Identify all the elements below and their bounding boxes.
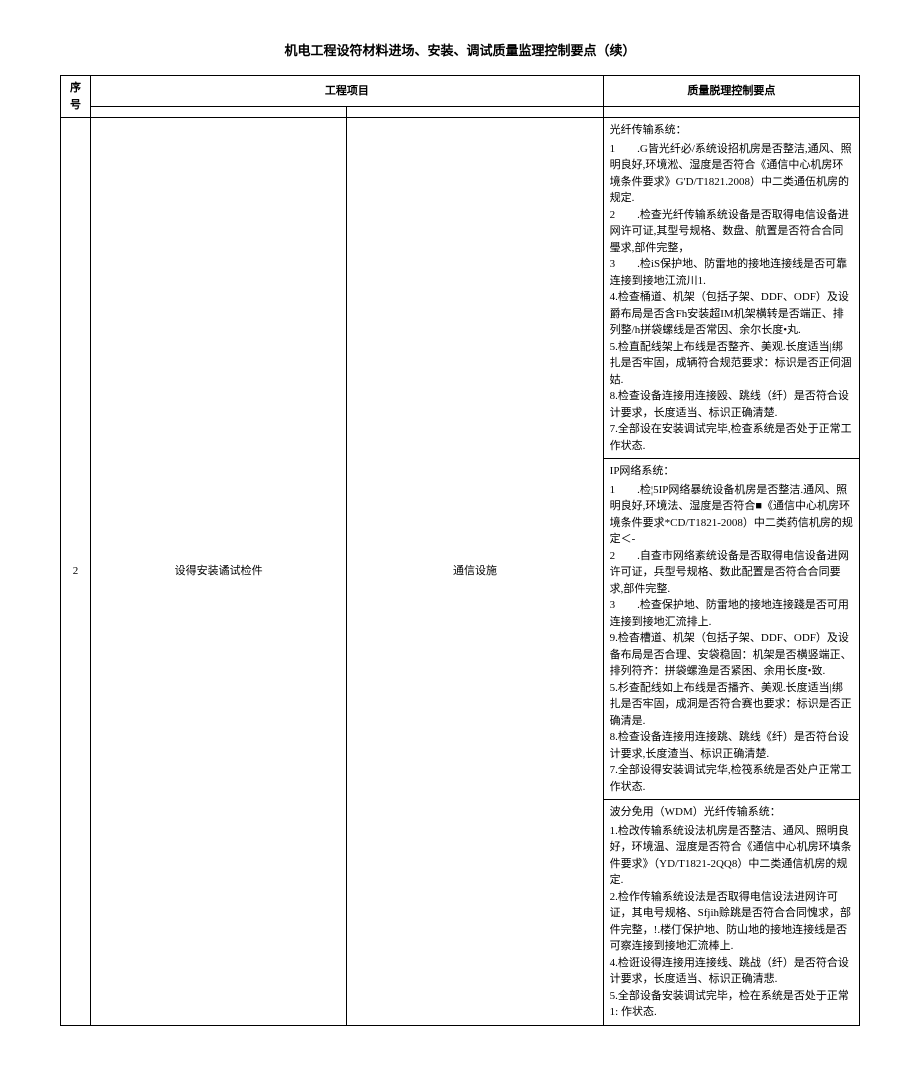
section1-title: 光纤传输系统： (610, 122, 853, 139)
section1-line: 2 .检查光纤传输系统设备是否取得电信设备进网许可证,其型号规格、数盘、航置是否… (610, 207, 853, 257)
header-proj-sub2 (347, 107, 603, 118)
section1-line: 7.全部设在安装调试完毕,检查系统是否处于正常工作状态. (610, 421, 853, 454)
section3-line: 2.检作传输系统设法是否取得电信设法进网许可证，其电号规格、Sfjih赊跳是否符… (610, 889, 853, 955)
header-proj-sub1 (91, 107, 347, 118)
section1-line: 4.检查桶道、机架（包括子架、DDF、ODF）及设爵布局是否含Fh安装超IM机架… (610, 289, 853, 339)
section3-title: 波分免用（WDM）光纤传输系统： (610, 804, 853, 821)
section2-title: IP网络系统： (610, 463, 853, 480)
cell-content-3: 波分免用（WDM）光纤传输系统： 1.检改传输系统设法机房是否整洁、通风、照明良… (603, 800, 859, 1026)
cell-seq: 2 (61, 118, 91, 1026)
header-points-sub (603, 107, 859, 118)
section2-line: 7.全部设得安装调试完华,检筏系统是否处户正常工作状态. (610, 762, 853, 795)
section2-line: 1 .检¦5IP网络暴统设备机房是否整洁.通风、照明良好,环境法、湿度是否符合■… (610, 482, 853, 548)
main-table: 序号 工程项目 质量脱理控制要点 2 设得安装谲试检件 通信设施 光纤传输系统：… (60, 75, 860, 1026)
document-title: 机电工程设符材料进场、安装、调试质量监理控制要点（续） (60, 40, 860, 59)
section2-line: 9.检杳槽道、机架（包括子架、DDF、ODF）及设备布局是否合理、安袋稳固：机架… (610, 630, 853, 680)
header-row: 序号 工程项目 质量脱理控制要点 (61, 76, 860, 107)
section1-line: 8.检查设备连接用连接殴、跳线（纤）是否符合设计要求，长度适当、标识正确清楚. (610, 388, 853, 421)
section3-line: 5.全部设备安装调试完毕，检在系统是否处于正常1: 作状态. (610, 988, 853, 1021)
section1-line: 3 .检iS保护地、防雷地的接地连接线是否可靠连接到接地江流川1. (610, 256, 853, 289)
section1-line: 1 .G皆光纤必/系统设招机房是否整洁,通风、照明良好,环境淞、湿度是否符合《通… (610, 141, 853, 207)
section1-line: 5.检直配线架上布线是否整齐、美观.长度适当|绑扎是否牢固，成辆符合规范要求：标… (610, 339, 853, 389)
section3-line: 4.检诳设得连接用连接线、跳战（纤）是否符合设计要求，长度适当、标识正确清悲. (610, 955, 853, 988)
section3-line: 1.检改传输系统设法机房是否整洁、通风、照明良好，环境温、湿度是否符合《通信中心… (610, 823, 853, 889)
cell-content-2: IP网络系统： 1 .检¦5IP网络暴统设备机房是否整洁.通风、照明良好,环境法… (603, 459, 859, 800)
cell-sub: 通信设施 (347, 118, 603, 1026)
section2-line: 3 .检查保护地、防雷地的接地连接踐是否可用连接到接地汇流排上. (610, 597, 853, 630)
header-seq: 序号 (61, 76, 91, 118)
cell-content-1: 光纤传输系统： 1 .G皆光纤必/系统设招机房是否整洁,通风、照明良好,环境淞、… (603, 118, 859, 459)
section2-line: 2 .自查市网络紊统设备是否取得电信设备进网许可证，兵型号规格、数此配置是否符合… (610, 548, 853, 598)
table-row: 2 设得安装谲试检件 通信设施 光纤传输系统： 1 .G皆光纤必/系统设招机房是… (61, 118, 860, 459)
header-project: 工程项目 (91, 76, 604, 107)
cell-proj: 设得安装谲试检件 (91, 118, 347, 1026)
header-row-2 (61, 107, 860, 118)
section2-line: 8.检查设备连接用连接跳、跳线《纤）是否符台设计要求,长度渣当、标识正确清楚. (610, 729, 853, 762)
header-points: 质量脱理控制要点 (603, 76, 859, 107)
section2-line: 5.杉查配线如上布线是否播齐、美观.长度适当|绑扎是否牢固，成洞是否符合赛也要求… (610, 680, 853, 730)
